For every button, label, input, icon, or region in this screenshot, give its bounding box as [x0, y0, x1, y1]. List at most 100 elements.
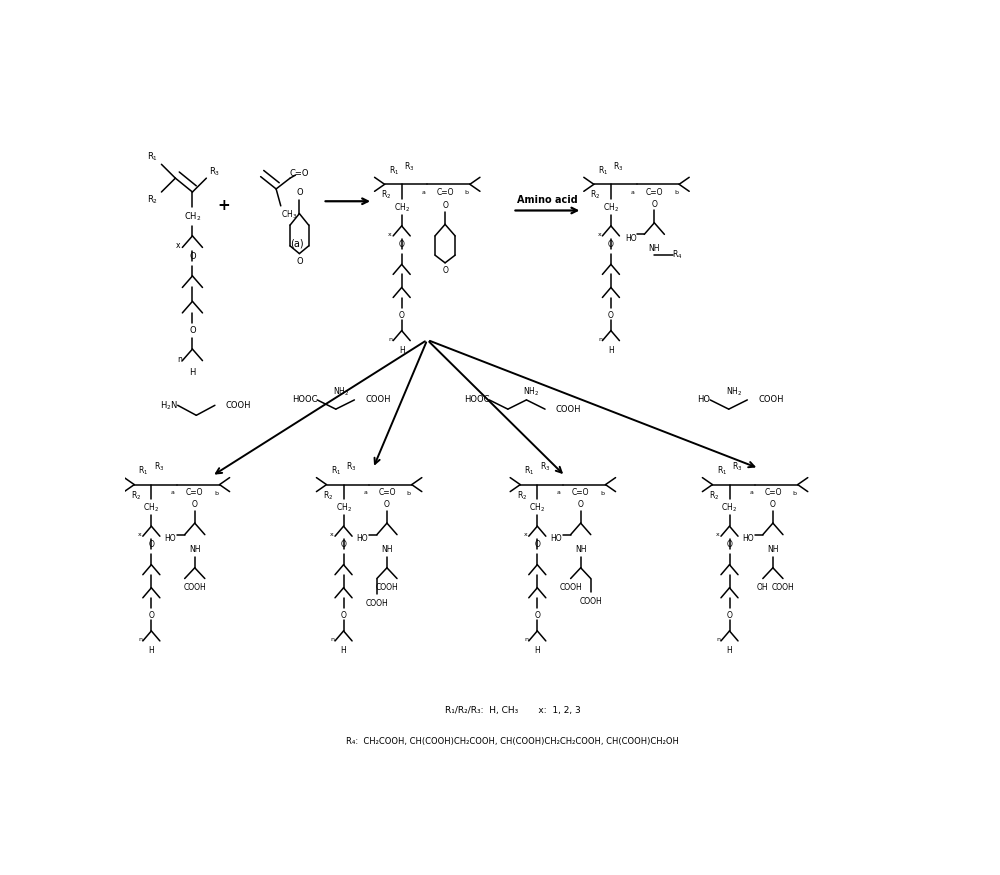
Text: COOH: COOH	[559, 584, 582, 592]
Text: O: O	[384, 500, 390, 509]
Text: O: O	[341, 540, 346, 550]
Text: R$_1$: R$_1$	[147, 150, 158, 163]
Text: O: O	[770, 500, 776, 509]
Text: C=O: C=O	[378, 487, 396, 497]
Text: x: x	[597, 232, 601, 237]
Text: O: O	[651, 200, 657, 209]
Text: NH$_2$: NH$_2$	[726, 386, 742, 398]
Text: R$_2$: R$_2$	[709, 489, 719, 501]
Text: C=O: C=O	[290, 169, 309, 178]
Text: b: b	[600, 491, 604, 495]
Text: NH$_2$: NH$_2$	[523, 386, 540, 398]
Text: COOH: COOH	[579, 597, 602, 606]
Text: R$_2$: R$_2$	[131, 489, 141, 501]
Text: COOH: COOH	[556, 404, 581, 414]
Text: O: O	[442, 201, 448, 210]
Text: O: O	[296, 256, 303, 266]
Text: R$_2$: R$_2$	[517, 489, 527, 501]
Text: COOH: COOH	[226, 401, 251, 410]
Text: C=O: C=O	[572, 487, 589, 497]
Text: x: x	[330, 532, 334, 537]
Text: HO: HO	[743, 534, 754, 543]
Text: NH: NH	[189, 545, 200, 554]
Text: H: H	[534, 647, 540, 655]
Text: n: n	[598, 337, 602, 341]
Text: x: x	[388, 232, 392, 237]
Text: H$_2$N: H$_2$N	[160, 399, 178, 411]
Text: H: H	[148, 647, 154, 655]
Text: COOH: COOH	[183, 584, 206, 592]
Text: NH: NH	[649, 244, 660, 254]
Text: HOOC: HOOC	[464, 396, 489, 404]
Text: a: a	[171, 490, 175, 494]
Text: C=O: C=O	[186, 487, 204, 497]
Text: CH$_2$: CH$_2$	[394, 201, 410, 214]
Text: NH$_2$: NH$_2$	[333, 386, 349, 398]
Text: O: O	[148, 611, 154, 620]
Text: CH$_2$: CH$_2$	[184, 210, 201, 223]
Text: x: x	[138, 532, 142, 537]
Text: n: n	[717, 637, 721, 642]
Text: CH$_2$: CH$_2$	[336, 501, 352, 514]
Text: x: x	[524, 532, 528, 537]
Text: n: n	[178, 354, 182, 364]
Text: R$_1$: R$_1$	[598, 164, 608, 177]
Text: O: O	[296, 187, 303, 197]
Text: Amino acid: Amino acid	[517, 195, 578, 205]
Text: R$_1$: R$_1$	[389, 164, 399, 177]
Text: R$_3$: R$_3$	[540, 460, 550, 473]
Text: O: O	[727, 611, 732, 620]
Text: x: x	[176, 242, 181, 250]
Text: CH$_2$: CH$_2$	[721, 501, 738, 514]
Text: b: b	[214, 491, 218, 495]
Text: NH: NH	[381, 545, 393, 554]
Text: O: O	[399, 240, 405, 248]
Text: H: H	[341, 647, 346, 655]
Text: O: O	[148, 540, 154, 550]
Text: NH: NH	[767, 545, 779, 554]
Text: n: n	[138, 637, 143, 642]
Text: HO: HO	[550, 534, 562, 543]
Text: R$_1$: R$_1$	[138, 465, 149, 477]
Text: R$_2$: R$_2$	[147, 193, 158, 206]
Text: R$_3$: R$_3$	[732, 460, 742, 473]
Text: HO: HO	[357, 534, 368, 543]
Text: n: n	[524, 637, 528, 642]
Text: CH$_2$: CH$_2$	[529, 501, 545, 514]
Text: R$_1$: R$_1$	[524, 465, 535, 477]
Text: COOH: COOH	[758, 396, 784, 404]
Text: COOH: COOH	[366, 598, 388, 608]
Text: b: b	[793, 491, 797, 495]
Text: H: H	[189, 368, 196, 377]
Text: O: O	[189, 252, 196, 262]
Text: n: n	[389, 337, 393, 341]
Text: O: O	[608, 311, 614, 319]
Text: a: a	[749, 490, 753, 494]
Text: C=O: C=O	[436, 187, 454, 197]
Text: CH$_2$: CH$_2$	[143, 501, 159, 514]
Text: O: O	[534, 540, 540, 550]
Text: b: b	[407, 491, 411, 495]
Text: O: O	[608, 240, 614, 248]
Text: HO: HO	[165, 534, 176, 543]
Text: R$_2$: R$_2$	[590, 189, 601, 201]
Text: a: a	[631, 190, 635, 194]
Text: a: a	[363, 490, 367, 494]
Text: R$_3$: R$_3$	[346, 460, 357, 473]
Text: R$_1$: R$_1$	[331, 465, 341, 477]
Text: O: O	[534, 611, 540, 620]
Text: HO: HO	[625, 234, 637, 242]
Text: H: H	[727, 647, 732, 655]
Text: O: O	[399, 311, 405, 319]
Text: O: O	[189, 326, 196, 335]
Text: O: O	[442, 266, 448, 275]
Text: O: O	[192, 500, 198, 509]
Text: C=O: C=O	[646, 187, 663, 197]
Text: b: b	[674, 190, 678, 195]
Text: (a): (a)	[290, 239, 304, 248]
Text: a: a	[421, 190, 425, 194]
Text: R$_2$: R$_2$	[381, 189, 391, 201]
Text: COOH: COOH	[772, 584, 794, 592]
Text: O: O	[578, 500, 584, 509]
Text: H: H	[608, 346, 614, 355]
